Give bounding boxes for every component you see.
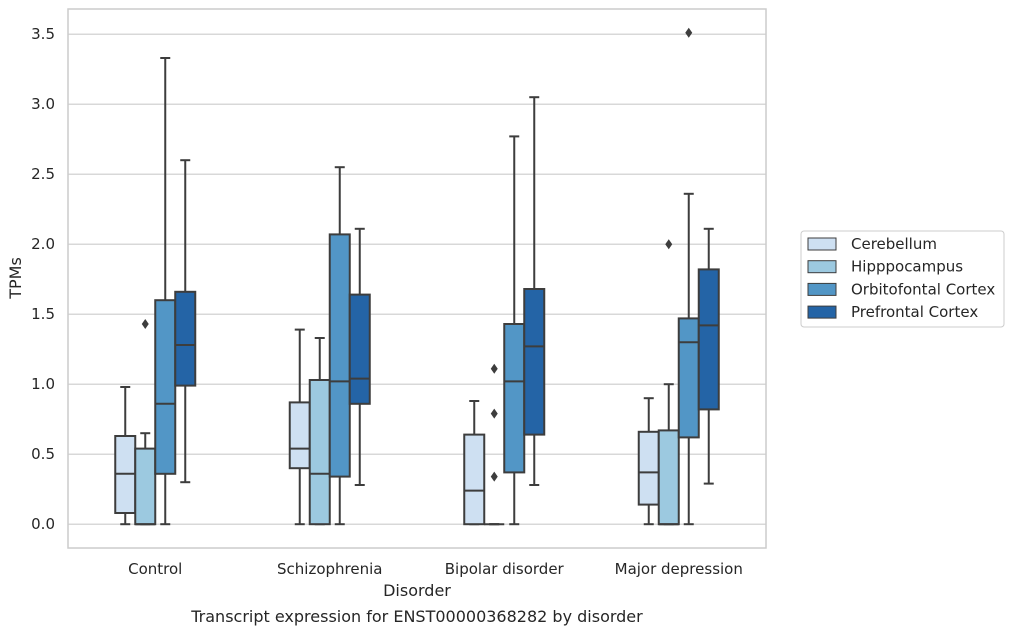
outlier-point [490,471,498,482]
legend-label: Hipppocampus [851,258,963,276]
y-tick-label: 1.5 [31,305,55,323]
box-hipppocampus-0 [134,319,157,526]
legend-swatch [807,237,837,251]
x-tick-label: Bipolar disorder [445,560,565,578]
y-axis-ticks: 0.0 0.5 1.0 1.5 2.0 2.5 3.0 3.5 [31,25,55,533]
box-hipppocampus-1 [308,337,331,526]
box-prefrontal-cortex-2 [523,96,546,486]
box-body [174,290,197,387]
chart-caption: Transcript expression for ENST0000036828… [190,607,643,626]
x-tick-label: Control [128,560,182,578]
outlier-point [490,408,498,419]
y-axis-title: TPMs [6,257,25,300]
y-tick-label: 0.5 [31,445,55,463]
box-prefrontal-cortex-3 [697,227,720,485]
box-cerebellum-1 [288,328,311,526]
legend-swatch [807,305,837,319]
box-body [697,268,720,411]
plot-frame [67,8,767,549]
y-tick-label: 0.0 [31,515,55,533]
box-orbitofontal-cortex-0 [154,57,177,526]
legend-swatch [807,260,837,274]
x-tick-label: Schizophrenia [277,560,382,578]
legend-frame [800,230,1005,328]
box-orbitofontal-cortex-1 [328,166,351,526]
x-tick-label: Major depression [615,560,743,578]
box-hipppocampus-3 [657,239,680,526]
box-body [523,288,546,436]
box-cerebellum-0 [114,386,137,526]
boxes [114,27,720,526]
y-tick-label: 3.5 [31,25,55,43]
box-body [677,317,700,439]
box-prefrontal-cortex-1 [348,227,371,486]
legend-label: Cerebellum [851,235,937,253]
box-cerebellum-3 [637,397,660,526]
box-body [637,430,660,506]
outlier-point [665,239,673,250]
outlier-point [490,363,498,374]
legend-label: Orbitofontal Cortex [851,280,995,298]
box-cerebellum-2 [463,400,486,526]
legend: Cerebellum Hipppocampus Orbitofontal Corte… [800,230,1005,328]
y-tick-label: 3.0 [31,95,55,113]
box-body [154,299,177,475]
box-body [657,429,680,526]
outlier-point [685,27,693,38]
box-body [348,293,371,405]
box-orbitofontal-cortex-2 [503,135,526,526]
box-hipppocampus-2 [484,363,505,526]
y-tick-label: 2.0 [31,235,55,253]
box-body [134,447,157,526]
box-body [288,401,311,470]
x-axis-title: Disorder [383,581,451,600]
box-prefrontal-cortex-0 [174,159,197,484]
outlier-point [141,319,149,329]
box-body [503,323,526,474]
y-tick-label: 1.0 [31,375,55,393]
box-body [463,433,486,526]
y-tick-label: 2.5 [31,165,55,183]
legend-swatch [807,282,837,296]
box-orbitofontal-cortex-3 [677,27,700,526]
x-axis-ticks: Control Schizophrenia Bipolar disorder Majo… [128,560,743,578]
box-body [328,233,351,478]
box-body [308,379,331,526]
legend-label: Prefrontal Cortex [851,303,978,321]
